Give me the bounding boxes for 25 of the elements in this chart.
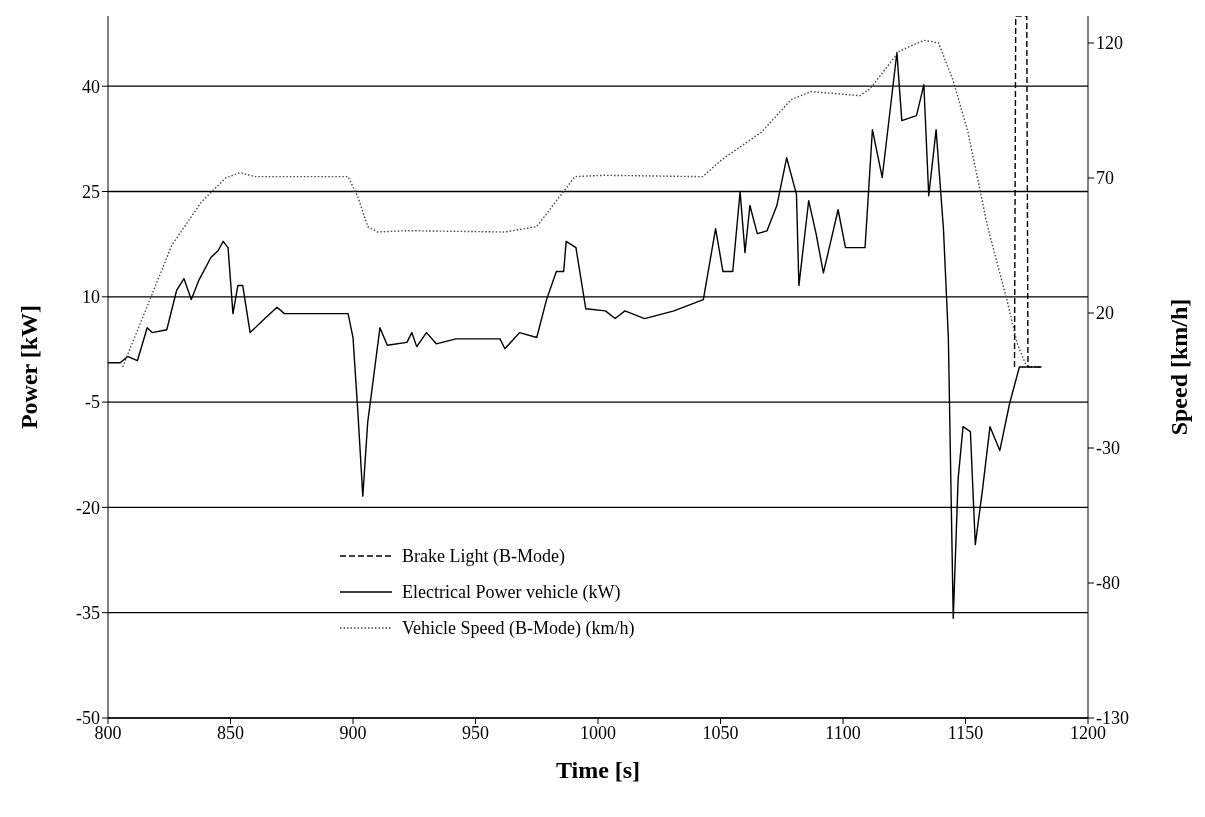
- y-tick-label: -20: [76, 497, 100, 518]
- legend-label: Electrical Power vehicle (kW): [402, 581, 621, 603]
- x-tick-label: 1050: [702, 722, 739, 743]
- y-tick-label: -5: [85, 392, 100, 413]
- x-tick-label: 1000: [580, 722, 616, 743]
- y-tick-label: 25: [82, 181, 100, 202]
- y-tick-label: 10: [82, 287, 100, 308]
- x-tick-label: 900: [339, 722, 367, 743]
- y2-axis-title: Speed [km/h]: [1165, 298, 1192, 436]
- y2-tick-label: -30: [1096, 438, 1120, 459]
- x-tick-label: 850: [217, 722, 244, 743]
- x-tick-label: 950: [462, 722, 489, 743]
- x-tick-label: 1150: [947, 722, 984, 743]
- y2-tick-label: -80: [1096, 573, 1120, 594]
- x-axis-title: Time [s]: [555, 757, 641, 783]
- legend-label: Vehicle Speed (B-Mode) (km/h): [402, 617, 635, 639]
- y2-tick-label: 70: [1096, 168, 1114, 189]
- y-axis-title: Power [kW]: [15, 304, 42, 430]
- legend-label: Brake Light (B-Mode): [402, 545, 565, 567]
- x-tick-label: 1100: [825, 722, 861, 743]
- y-tick-label: 40: [82, 76, 100, 97]
- y2-tick-label: 20: [1096, 303, 1114, 324]
- line-series: [122, 39, 1043, 368]
- y-tick-label: -35: [76, 603, 100, 624]
- y2-tick-label: 120: [1096, 33, 1123, 54]
